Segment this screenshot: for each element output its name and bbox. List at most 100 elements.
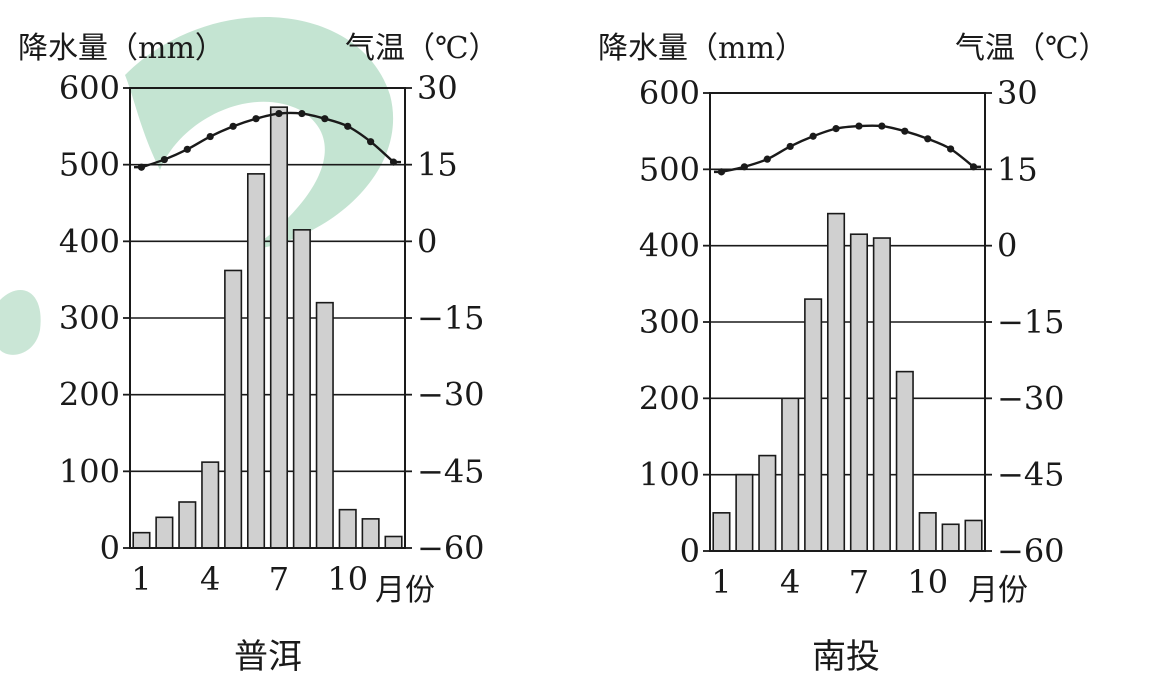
right-axis-title: 气温（℃） xyxy=(955,31,1109,66)
right-tick-label: −60 xyxy=(417,529,485,567)
x-tick-label: 4 xyxy=(200,560,220,598)
temperature-point xyxy=(855,122,863,130)
temperature-point xyxy=(809,132,817,140)
left-tick-label: 600 xyxy=(639,74,700,112)
precip-bar xyxy=(178,501,197,549)
x-unit-label: 月份 xyxy=(375,573,435,608)
temperature-point xyxy=(901,127,909,135)
temperature-line xyxy=(714,124,981,174)
chart-nantou: 降水量（mm） 气温（℃） 月份 南投 0100200300400500600−… xyxy=(598,31,1109,675)
precip-bar xyxy=(918,512,937,552)
left-tick-label: 400 xyxy=(639,227,700,265)
temperature-point xyxy=(252,115,260,123)
x-tick-label: 10 xyxy=(907,563,948,601)
temperature-point xyxy=(924,135,932,143)
precip-bar xyxy=(315,301,334,549)
precip-bar xyxy=(246,173,266,549)
temperature-point xyxy=(137,163,146,171)
precip-bar xyxy=(361,518,380,549)
temperature-point xyxy=(878,122,886,130)
precip-bar xyxy=(712,512,731,552)
left-tick-label: 100 xyxy=(59,452,120,490)
temperature-point xyxy=(740,163,748,171)
temperature-point xyxy=(321,115,329,123)
right-tick-label: 30 xyxy=(997,74,1038,112)
precip-bar xyxy=(781,397,800,552)
precip-bar xyxy=(758,454,777,552)
precip-bar xyxy=(735,473,754,552)
left-tick-label: 100 xyxy=(639,456,700,494)
precip-bar xyxy=(201,461,220,549)
left-tick-label: 500 xyxy=(59,146,120,184)
temperature-point xyxy=(275,109,283,118)
left-tick-label: 500 xyxy=(639,150,700,188)
right-tick-label: −15 xyxy=(417,299,485,337)
precip-bar xyxy=(895,370,914,552)
left-tick-label: 0 xyxy=(100,529,120,567)
temperature-point xyxy=(832,125,840,133)
x-tick-label: 4 xyxy=(780,563,800,601)
left-tick-label: 200 xyxy=(639,379,700,417)
temperature-point xyxy=(229,122,237,130)
chart-title: 南投 xyxy=(812,637,880,675)
right-tick-label: −30 xyxy=(997,379,1065,417)
temperature-line xyxy=(134,111,401,169)
precip-bar xyxy=(132,531,151,549)
right-axis-title: 气温（℃） xyxy=(345,31,499,66)
left-tick-label: 600 xyxy=(59,69,120,107)
x-tick-label: 1 xyxy=(131,560,151,598)
temperature-point xyxy=(160,155,168,164)
chart-title: 普洱 xyxy=(234,637,302,675)
right-tick-label: −30 xyxy=(417,376,485,414)
precip-bar xyxy=(155,516,174,549)
precip-bar xyxy=(849,233,869,552)
x-tick-label: 7 xyxy=(849,563,869,601)
precip-bar xyxy=(872,237,891,552)
x-tick-label: 7 xyxy=(269,560,289,598)
temperature-point xyxy=(344,122,352,130)
temperature-point xyxy=(969,163,978,171)
precip-bar xyxy=(941,523,960,552)
right-tick-label: 30 xyxy=(417,69,458,107)
right-tick-label: 15 xyxy=(997,150,1038,188)
left-tick-label: 400 xyxy=(59,222,120,260)
chart-puer: 降水量（mm） 气温（℃） 月份 普洱 0100200300400500600−… xyxy=(18,31,499,675)
temperature-point xyxy=(206,132,214,141)
precip-bar xyxy=(826,212,846,552)
right-tick-label: −45 xyxy=(417,452,485,490)
left-tick-label: 0 xyxy=(680,532,700,570)
temperature-point xyxy=(947,145,955,153)
temperature-point xyxy=(389,158,398,166)
temperature-point xyxy=(717,168,726,176)
precip-bar xyxy=(384,535,403,549)
right-tick-label: 15 xyxy=(417,146,458,184)
temperature-point xyxy=(367,138,375,146)
left-tick-label: 300 xyxy=(639,303,700,341)
temperature-point xyxy=(183,145,191,153)
precip-bar xyxy=(338,508,357,549)
temperature-point xyxy=(298,109,306,118)
watermark-swoosh xyxy=(125,17,394,250)
right-tick-label: 0 xyxy=(997,227,1017,265)
precip-bar xyxy=(804,298,823,552)
left-tick-label: 200 xyxy=(59,376,120,414)
precip-bar xyxy=(964,519,983,552)
right-tick-label: −45 xyxy=(997,456,1065,494)
temperature-point xyxy=(763,155,771,163)
left-axis-title: 降水量（mm） xyxy=(18,31,225,66)
temperature-point xyxy=(786,142,794,151)
precip-bar xyxy=(224,269,243,549)
x-tick-label: 10 xyxy=(327,560,368,598)
x-unit-label: 月份 xyxy=(968,573,1028,608)
watermark-swoosh-2 xyxy=(0,290,41,355)
right-tick-label: −60 xyxy=(997,532,1065,570)
right-tick-label: 0 xyxy=(417,222,437,260)
left-tick-label: 300 xyxy=(59,299,120,337)
left-axis-title: 降水量（mm） xyxy=(598,31,805,66)
right-tick-label: −15 xyxy=(997,303,1065,341)
precip-bar xyxy=(269,106,289,549)
precip-bar xyxy=(292,229,311,549)
